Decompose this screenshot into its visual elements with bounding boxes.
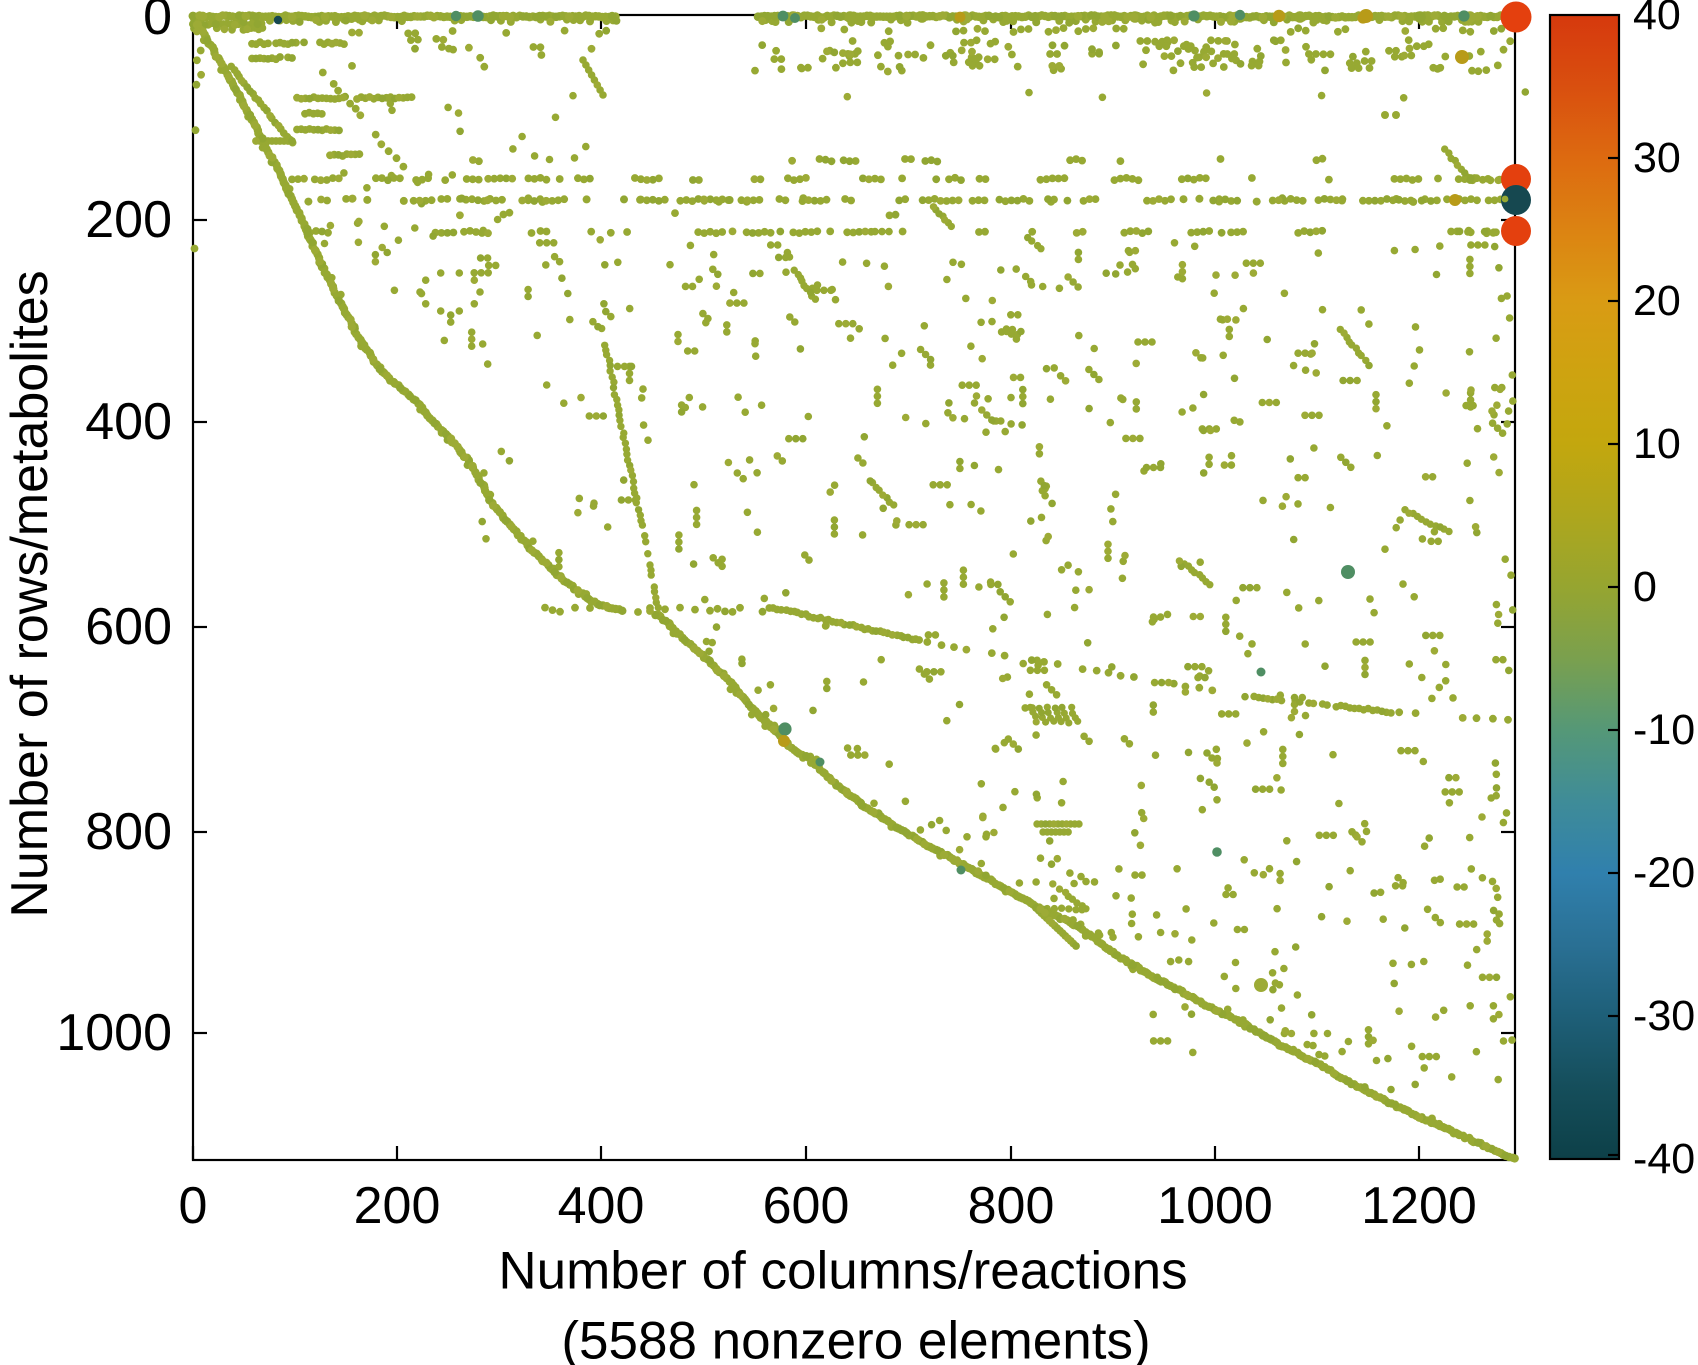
svg-text:600: 600 bbox=[85, 598, 172, 656]
svg-text:200: 200 bbox=[85, 191, 172, 249]
svg-text:20: 20 bbox=[1633, 277, 1681, 325]
svg-text:-30: -30 bbox=[1633, 992, 1695, 1040]
svg-text:0: 0 bbox=[179, 1177, 208, 1235]
svg-text:1200: 1200 bbox=[1361, 1177, 1477, 1235]
svg-text:400: 400 bbox=[85, 393, 172, 451]
svg-text:Number of columns/reactions: Number of columns/reactions bbox=[498, 1242, 1187, 1301]
svg-text:0: 0 bbox=[1633, 563, 1657, 611]
svg-text:-10: -10 bbox=[1633, 706, 1695, 754]
svg-text:Number of rows/metabolites: Number of rows/metabolites bbox=[1, 270, 59, 917]
svg-text:400: 400 bbox=[558, 1177, 645, 1235]
svg-text:30: 30 bbox=[1633, 134, 1681, 182]
svg-text:-20: -20 bbox=[1633, 849, 1695, 897]
svg-text:1000: 1000 bbox=[1157, 1177, 1273, 1235]
svg-text:10: 10 bbox=[1633, 420, 1681, 468]
svg-text:800: 800 bbox=[85, 803, 172, 861]
svg-text:1000: 1000 bbox=[56, 1004, 172, 1062]
svg-text:600: 600 bbox=[763, 1177, 850, 1235]
svg-text:0: 0 bbox=[143, 0, 172, 46]
svg-text:-40: -40 bbox=[1633, 1135, 1695, 1183]
svg-text:40: 40 bbox=[1633, 0, 1681, 39]
svg-text:200: 200 bbox=[354, 1177, 441, 1235]
svg-text:800: 800 bbox=[968, 1177, 1055, 1235]
svg-text:(5588 nonzero elements): (5588 nonzero elements) bbox=[561, 1312, 1150, 1365]
